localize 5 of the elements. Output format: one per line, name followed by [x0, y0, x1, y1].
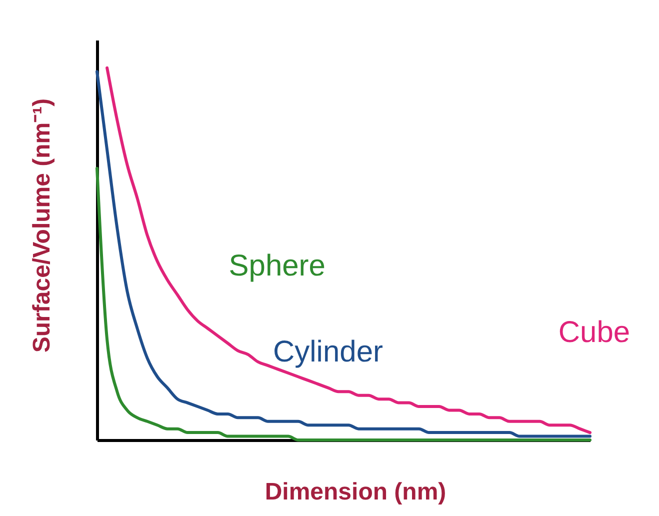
x-axis-title: Dimension (nm) [264, 478, 446, 506]
text: Sphere [228, 250, 326, 283]
text: Cube [558, 316, 630, 350]
y-axis-title: Surface/Volume (nm⁻¹) [28, 98, 56, 353]
series-label: Cylinder [272, 336, 384, 369]
